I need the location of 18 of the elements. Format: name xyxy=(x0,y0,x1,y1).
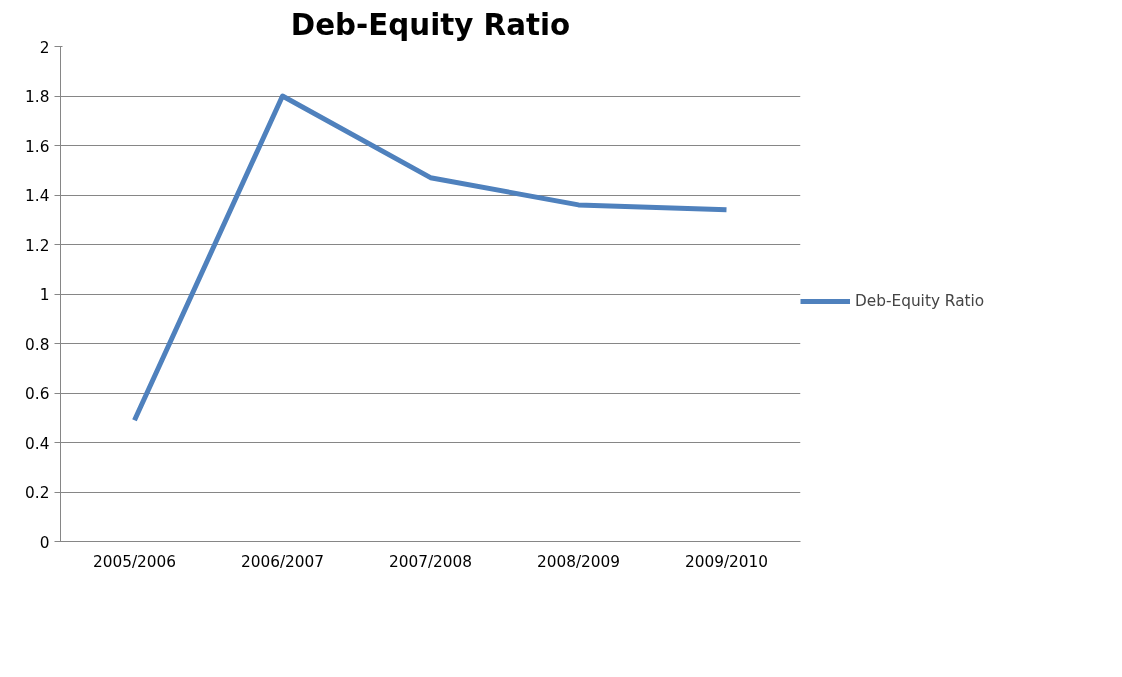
y-tick-label: 1.6 xyxy=(25,137,50,156)
y-tick-label: 0.2 xyxy=(25,484,50,502)
y-tick-label: 1 xyxy=(39,286,50,304)
y-tick-label: 0.4 xyxy=(25,434,50,453)
chart-title: Deb-Equity Ratio xyxy=(290,7,571,42)
x-tick-label: 2006/2007 xyxy=(240,552,325,571)
x-tick-label: 2005/2006 xyxy=(92,552,177,571)
y-tick-label: 1.4 xyxy=(25,187,50,205)
y-tick-label: 1.8 xyxy=(25,88,50,106)
x-tick-label: 2009/2010 xyxy=(684,552,769,571)
y-tick-label: 0.6 xyxy=(25,385,50,403)
legend-label: Deb-Equity Ratio xyxy=(855,292,985,310)
x-tick-label: 2008/2009 xyxy=(536,552,621,571)
x-tick-label: 2007/2008 xyxy=(388,552,473,571)
y-tick-label: 0 xyxy=(39,533,50,552)
y-tick-label: 1.2 xyxy=(25,236,50,255)
y-tick-label: 0.8 xyxy=(25,335,50,354)
y-tick-label: 2 xyxy=(39,38,50,57)
